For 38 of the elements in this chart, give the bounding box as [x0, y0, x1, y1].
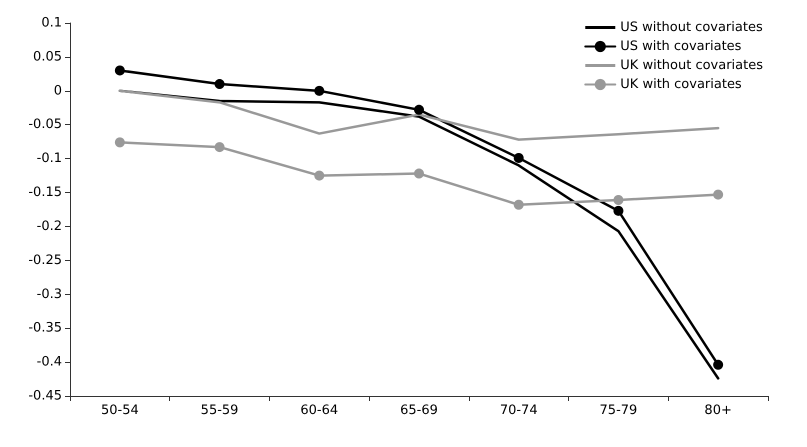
y-tick-label: 0	[54, 83, 62, 98]
x-tick-label: 80+	[704, 403, 732, 418]
point	[713, 360, 724, 370]
point	[114, 65, 125, 76]
x-tick-label: 55-59	[200, 403, 238, 418]
y-tick-label: -0.1	[36, 151, 62, 166]
y-tick-label: -0.35	[28, 320, 62, 336]
x-tick-label: 60-64	[300, 403, 338, 418]
point	[613, 195, 624, 206]
point	[613, 206, 624, 216]
point	[514, 152, 524, 163]
y-tick-label: -0.15	[28, 185, 62, 200]
legend-label: UK without covariates	[620, 58, 764, 73]
y-tick-label: 0.05	[33, 49, 62, 64]
x-tick-label: 75-79	[600, 403, 638, 418]
point	[414, 104, 424, 115]
point	[214, 142, 225, 152]
point	[414, 168, 424, 179]
y-tick-label: -0.25	[28, 252, 62, 268]
point	[314, 86, 324, 96]
legend-label: US without covariates	[620, 20, 763, 35]
x-tick-label: 50-54	[100, 403, 139, 418]
point	[713, 190, 724, 200]
legend-label: US with covariates	[620, 39, 742, 54]
y-tick-label: -0.4	[36, 354, 62, 370]
point	[514, 200, 524, 210]
line-series	[118, 90, 720, 141]
y-tick-label: 0.1	[41, 16, 62, 30]
point	[314, 170, 324, 181]
y-tick-label: -0.3	[36, 286, 62, 302]
y-tick-label: -0.2	[36, 218, 62, 234]
legend-label: UK with covariates	[620, 77, 742, 92]
point	[214, 79, 225, 90]
x-tick-label: 65-69	[400, 403, 438, 418]
point	[114, 137, 125, 148]
x-tick-label: 70-74	[500, 403, 538, 418]
y-tick-label: -0.05	[28, 117, 62, 132]
y-tick-label: -0.45	[28, 388, 62, 404]
